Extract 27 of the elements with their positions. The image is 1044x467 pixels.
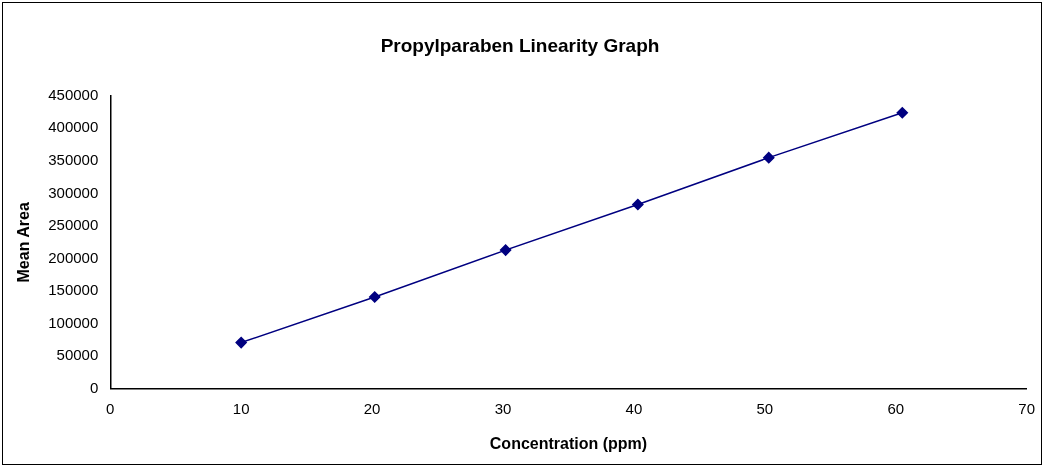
point	[235, 336, 247, 349]
x-tick-label: 30	[494, 399, 512, 417]
chart-title: Propylparaben Linearity Graph	[380, 34, 660, 56]
x-tick-label: 20	[363, 399, 381, 417]
y-tick-label: 0	[89, 378, 99, 396]
y-axis-title: Mean Area	[15, 202, 33, 283]
point	[499, 244, 512, 256]
point	[763, 151, 775, 164]
x-tick-label: 60	[887, 399, 905, 417]
y-tick-label: 50000	[56, 346, 99, 364]
y-tick-label: 150000	[48, 281, 99, 299]
x-tick-label: 40	[625, 399, 643, 417]
y-tick-label: 300000	[48, 183, 99, 201]
y-tick-label: 350000	[48, 151, 99, 169]
point	[896, 106, 909, 119]
x-tick-label: 10	[232, 399, 250, 417]
point	[632, 198, 644, 211]
y-tick-label: 200000	[48, 248, 99, 266]
y-tick-label: 450000	[48, 85, 99, 103]
point	[368, 291, 381, 303]
x-tick-label: 70	[1018, 399, 1035, 417]
y-tick-label: 100000	[48, 313, 99, 331]
y-tick-label: 250000	[48, 216, 99, 234]
x-tick-label: 50	[756, 399, 774, 417]
y-tick-label: 400000	[48, 118, 99, 136]
x-tick-label: 0	[106, 399, 115, 417]
x-axis-title: Concentration (ppm)	[489, 434, 648, 452]
